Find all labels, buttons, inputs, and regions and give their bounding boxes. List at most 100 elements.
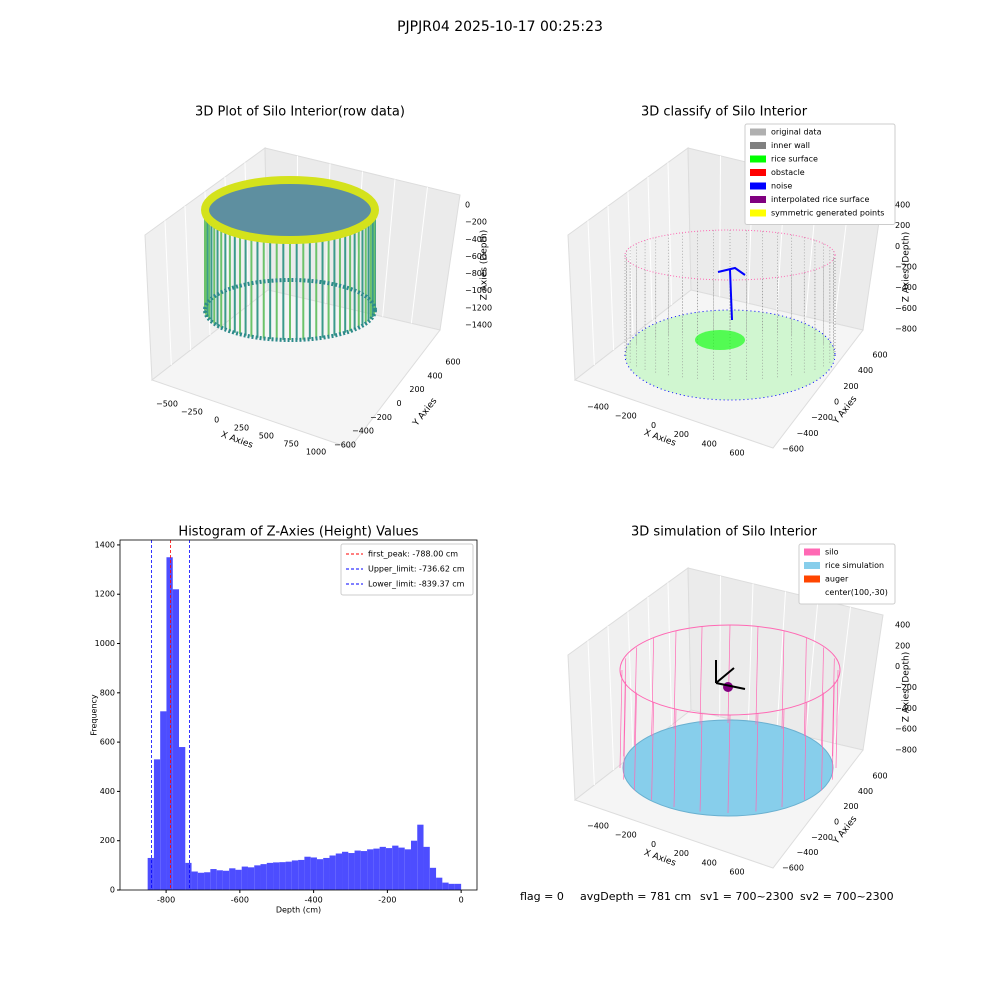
bar [260,864,267,890]
legend-label: noise [771,182,792,191]
legend-box [798,543,896,605]
silo-wall [651,701,654,800]
y-tick-label: 400 [100,787,115,796]
bar [310,857,317,890]
legend-label: Upper_limit: -736.62 cm [368,565,465,574]
z-tick-label: 0 [465,201,470,210]
z-tick-label: −1200 [465,303,492,312]
silo-wall [651,638,654,737]
silo-wall [699,713,703,812]
legend-swatch [750,155,766,163]
z-tick-label: 0 [895,242,900,251]
y-tick-label: 1400 [95,540,115,549]
pane-grid [719,155,721,297]
bar [191,871,198,890]
silo-wall [781,708,785,807]
x-tick-label: 750 [284,440,299,449]
pane-grid [719,575,721,717]
silo-wall [804,701,807,800]
x-tick-label: -200 [378,896,396,905]
y-tick-label: 200 [843,802,858,811]
bar [179,747,186,890]
legend-label: inner wall [771,141,810,150]
x-axis-label: X Axies [642,428,677,449]
silo-wall [673,708,677,807]
legend-label: original data [771,128,822,137]
x-tick-label: 500 [259,432,274,441]
y-tick-label: 600 [100,738,115,747]
bar [285,861,292,890]
bar [367,849,374,890]
z-tick-label: −1000 [465,286,492,295]
bar [329,855,336,890]
point-ring [203,278,377,342]
bar [373,848,380,890]
z-tick-label: 0 [895,662,900,671]
y-tick-label: 200 [409,385,424,394]
bar [291,860,299,890]
x-tick-label: 0 [214,416,219,425]
pane-grid [627,611,634,756]
pane-grid [647,176,653,321]
legend-swatch [804,575,820,583]
z-tick-label: −1400 [465,321,492,330]
pane-grid [587,640,595,786]
z-tick-label: −200 [895,263,917,272]
silo-wall [755,626,759,725]
y-tick-label: 200 [843,382,858,391]
z-tick-label: −800 [465,269,487,278]
silo-wall [727,714,731,814]
silo-wall [831,681,835,780]
y-tick-label: −600 [782,864,804,873]
x-tick-label: 0 [651,421,656,430]
y-tick-label: 0 [396,399,401,408]
silo-wall [634,647,637,746]
silo-wall [619,669,623,769]
bar [429,867,437,890]
silo-wall [804,638,807,737]
y-tick-label: 1200 [95,590,115,599]
z-tick-label: −200 [465,218,487,227]
z-tick-label: −600 [465,252,487,261]
silo-wall [673,631,677,730]
footer-text: avgDepth = 781 cm [580,890,691,903]
pane-grid [410,187,428,324]
bar [298,859,305,890]
bar [454,883,462,890]
legend-swatch [750,209,766,217]
rice [695,330,745,350]
y-axis-label: Frequency [90,694,99,736]
bar [147,857,154,890]
z-tick-label: −200 [895,683,917,692]
pane-grid [747,583,754,724]
pane-grid [607,205,615,351]
bar [354,850,361,890]
y-axis-label: Y Axies [411,396,440,429]
legend-swatch [750,196,766,203]
y-tick-label: 0 [834,398,839,407]
x-tick-label: 200 [674,849,689,858]
bar [254,865,261,890]
bar [335,853,343,890]
bar [448,883,455,890]
x-tick-label: 1000 [306,448,326,457]
z-axis-label: Z Axies (Depth) [902,232,912,303]
legend-swatch [750,128,766,136]
bar [385,848,393,890]
bar [279,862,286,890]
silo-wall [835,669,839,769]
pane-grid [647,596,653,741]
bar [348,853,355,890]
y-tick-label: −400 [797,429,819,438]
y-tick-label: −600 [782,445,804,454]
x-tick-label: −200 [615,831,637,840]
footer-text: flag = 0 [520,890,564,903]
bar [342,851,349,890]
y-tick-label: 0 [834,818,839,827]
x-tick-label: −500 [156,400,178,409]
z-tick-label: −800 [895,746,917,755]
bar [160,711,167,890]
y-tick-label: 800 [100,688,115,697]
suptitle: PJPJR04 2025-10-17 00:25:23 [397,19,603,35]
